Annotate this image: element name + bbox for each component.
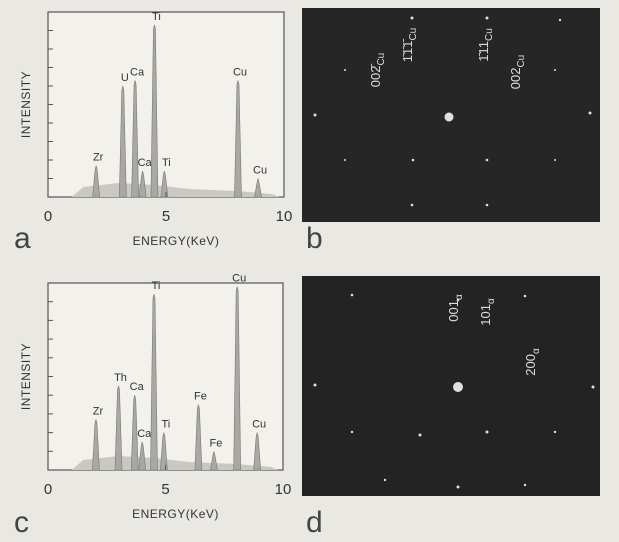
peak-label: U [121, 72, 129, 84]
spot-label: 200α [523, 348, 542, 376]
spot-index: 002 [508, 68, 523, 90]
plot-frame [47, 282, 284, 471]
peak [194, 404, 203, 471]
peak-label: Zr [93, 406, 104, 418]
peak [150, 24, 159, 198]
peak-label: Ca [130, 381, 145, 393]
spot-phase: Cu [516, 55, 527, 68]
spot-label: 002̄Cu [368, 53, 387, 88]
spot-phase: Cu [408, 28, 419, 41]
peak-label: Fe [194, 391, 207, 403]
spot-label: 101α [478, 298, 497, 326]
spots-b [313, 16, 592, 207]
x-axis-label: ENERGY(KeV) [133, 234, 220, 248]
background-continuum [71, 456, 279, 470]
x-tick-label: 5 [162, 208, 170, 225]
panel-letter: d [306, 506, 323, 539]
spot-phase: Cu [484, 28, 495, 41]
panel-letter: c [14, 506, 29, 539]
peak-label: Ti [152, 280, 161, 292]
x-tick-label: 10 [275, 481, 292, 498]
peak [234, 80, 242, 198]
spot-phase: Cu [376, 53, 387, 66]
spot-label: 001α [446, 294, 465, 322]
panel-letter: a [14, 222, 31, 255]
peak [138, 441, 147, 471]
spot-index: 101 [478, 304, 493, 326]
spot-phase: α [531, 348, 542, 354]
peak-label: Ca [137, 428, 152, 440]
spot-index: 1̄11 [476, 41, 491, 62]
peak-label: Ti [152, 11, 161, 23]
x-axis-label: ENERGY(KeV) [132, 507, 219, 521]
x-tick-label: 5 [161, 481, 169, 498]
peak-label: Zr [93, 152, 104, 164]
peak [150, 294, 158, 471]
spot-label: 002Cu [508, 55, 527, 90]
peak [114, 385, 123, 471]
peak [92, 165, 100, 198]
peak-label: Ca [138, 157, 153, 169]
peak [253, 432, 261, 471]
spot-index: 1̄1̄1̄ [400, 39, 415, 63]
diffraction-pattern-d [302, 276, 600, 496]
peak [119, 85, 127, 198]
peak-label: Fe [209, 437, 222, 449]
spot-index: 002̄ [368, 64, 383, 88]
plot-frame [47, 11, 285, 198]
y-axis-label: INTENSITY [19, 71, 33, 138]
peak [254, 178, 262, 198]
x-tick-label: 0 [44, 208, 52, 225]
peak-label: Th [114, 372, 127, 384]
peak [210, 451, 218, 471]
peak [160, 171, 169, 198]
peak [130, 395, 139, 471]
peak [160, 432, 168, 471]
peak [131, 80, 139, 198]
spot-label: 1̄11Cu [476, 28, 495, 62]
peak-label: Ti [161, 419, 170, 431]
peak-label: Ti [162, 157, 171, 169]
peak-label: Cu [252, 419, 266, 431]
spot-index: 001 [446, 300, 461, 322]
spots-d [313, 293, 595, 489]
spot-phase: α [454, 294, 465, 300]
spot-phase: α [486, 298, 497, 304]
spot-index: 200 [523, 354, 538, 376]
peak-label: Ca [130, 66, 145, 78]
panel-letter: b [306, 222, 323, 255]
x-tick-label: 0 [44, 481, 52, 498]
peak-label: Cu [253, 165, 267, 177]
peak [233, 286, 241, 471]
spot-label: 1̄1̄1̄Cu [400, 28, 419, 63]
peak [138, 171, 147, 198]
x-tick-label: 10 [276, 208, 293, 225]
peak-label: Cu [233, 66, 247, 78]
y-axis-label: INTENSITY [19, 343, 33, 410]
peak-label: Cu [232, 273, 246, 285]
peak [92, 419, 100, 471]
